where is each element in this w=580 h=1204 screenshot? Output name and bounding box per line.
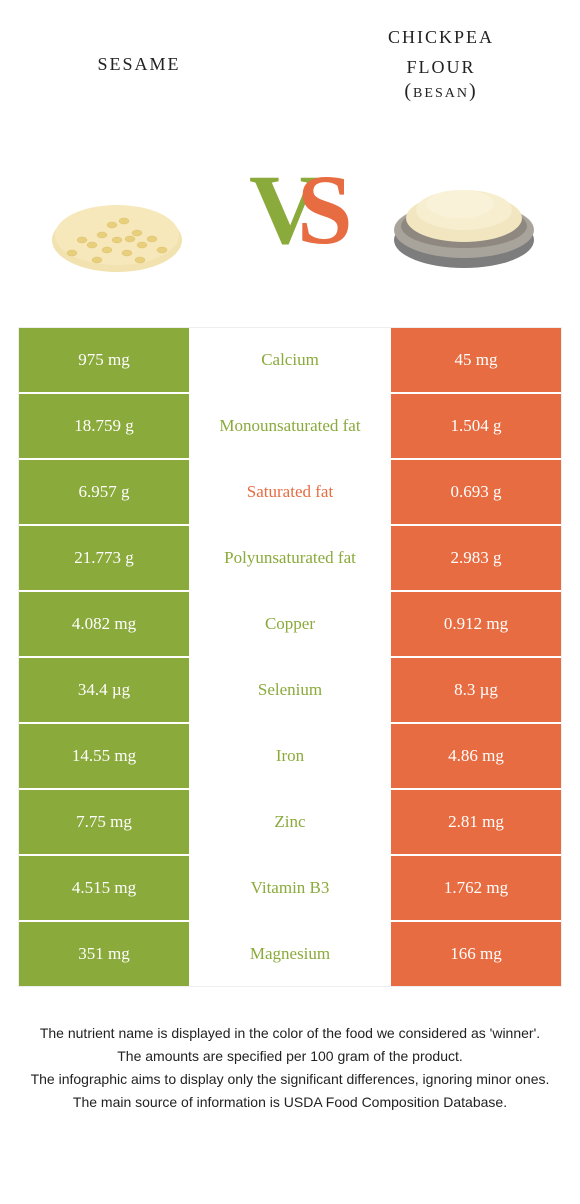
- nutrient-name: Copper: [189, 592, 391, 656]
- title-right-sub: (besan): [404, 80, 477, 103]
- right-value: 8.3 µg: [391, 658, 561, 722]
- left-value: 6.957 g: [19, 460, 189, 524]
- table-row: 351 mgMagnesium166 mg: [19, 922, 561, 986]
- vs-icon: V S: [215, 153, 365, 278]
- table-row: 975 mgCalcium45 mg: [19, 328, 561, 392]
- nutrient-name: Selenium: [189, 658, 391, 722]
- footnote-2: The amounts are specified per 100 gram o…: [26, 1046, 554, 1067]
- left-value: 975 mg: [19, 328, 189, 392]
- title-right-line1: chickpea: [388, 20, 494, 50]
- footnote-1: The nutrient name is displayed in the co…: [26, 1023, 554, 1044]
- nutrient-name: Saturated fat: [189, 460, 391, 524]
- left-value: 4.082 mg: [19, 592, 189, 656]
- right-value: 0.693 g: [391, 460, 561, 524]
- comparison-table: 975 mgCalcium45 mg18.759 gMonounsaturate…: [18, 327, 562, 987]
- besan-image: [365, 140, 562, 290]
- nutrient-name: Zinc: [189, 790, 391, 854]
- table-row: 4.082 mgCopper0.912 mg: [19, 592, 561, 656]
- table-row: 21.773 gPolyunsaturated fat2.983 g: [19, 526, 561, 590]
- table-row: 34.4 µgSelenium8.3 µg: [19, 658, 561, 722]
- left-value: 351 mg: [19, 922, 189, 986]
- table-row: 14.55 mgIron4.86 mg: [19, 724, 561, 788]
- left-value: 7.75 mg: [19, 790, 189, 854]
- table-row: 6.957 gSaturated fat0.693 g: [19, 460, 561, 524]
- left-value: 21.773 g: [19, 526, 189, 590]
- nutrient-name: Polyunsaturated fat: [189, 526, 391, 590]
- right-value: 0.912 mg: [391, 592, 561, 656]
- nutrient-name: Vitamin B3: [189, 856, 391, 920]
- title-left: sesame: [18, 43, 260, 81]
- table-row: 4.515 mgVitamin B31.762 mg: [19, 856, 561, 920]
- left-value: 34.4 µg: [19, 658, 189, 722]
- table-row: 7.75 mgZinc2.81 mg: [19, 790, 561, 854]
- right-value: 2.81 mg: [391, 790, 561, 854]
- footnotes: The nutrient name is displayed in the co…: [18, 1023, 562, 1113]
- sesame-image: [18, 145, 215, 285]
- right-value: 1.504 g: [391, 394, 561, 458]
- right-value: 1.762 mg: [391, 856, 561, 920]
- header: sesame chickpea flour (besan): [18, 16, 562, 107]
- footnote-4: The main source of information is USDA F…: [26, 1092, 554, 1113]
- title-right-line2: flour: [406, 50, 475, 80]
- nutrient-name: Magnesium: [189, 922, 391, 986]
- right-value: 4.86 mg: [391, 724, 561, 788]
- left-value: 18.759 g: [19, 394, 189, 458]
- nutrient-name: Calcium: [189, 328, 391, 392]
- right-value: 2.983 g: [391, 526, 561, 590]
- right-value: 45 mg: [391, 328, 561, 392]
- right-value: 166 mg: [391, 922, 561, 986]
- nutrient-name: Iron: [189, 724, 391, 788]
- vs-s: S: [297, 154, 353, 265]
- title-right: chickpea flour (besan): [320, 16, 562, 107]
- footnote-3: The infographic aims to display only the…: [26, 1069, 554, 1090]
- left-value: 4.515 mg: [19, 856, 189, 920]
- table-row: 18.759 gMonounsaturated fat1.504 g: [19, 394, 561, 458]
- image-row: V S: [18, 115, 562, 315]
- left-value: 14.55 mg: [19, 724, 189, 788]
- nutrient-name: Monounsaturated fat: [189, 394, 391, 458]
